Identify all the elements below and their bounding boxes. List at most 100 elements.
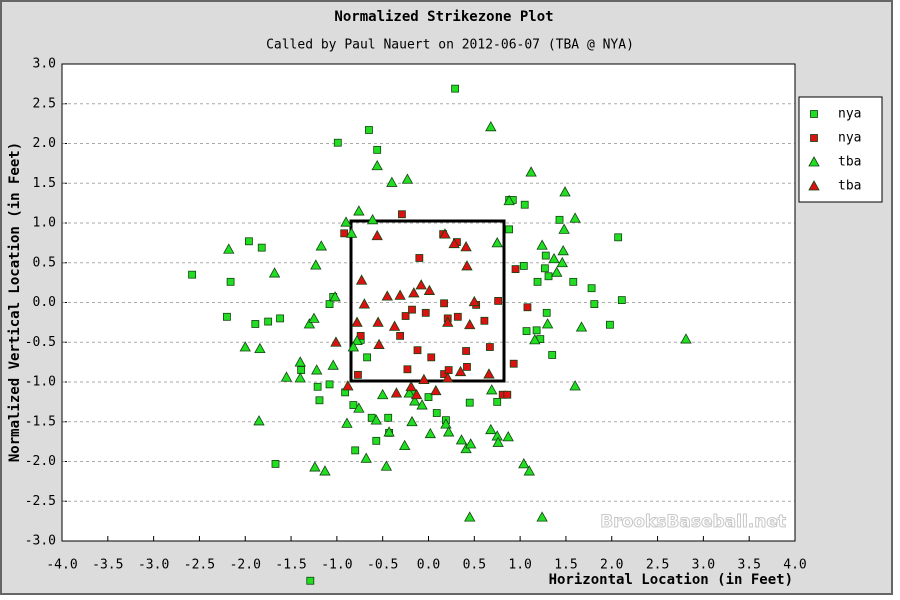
square-point [617,296,626,305]
square-point [532,326,541,335]
square-point [403,365,412,374]
triangle-point [329,291,341,302]
triangle-point [486,384,498,395]
square-point [451,84,459,93]
x-tick-label: -2.5 [184,558,215,573]
triangle-point [536,239,548,250]
square-point [465,398,474,407]
triangle-point [386,176,398,187]
square-point [349,401,358,409]
triangle-point [370,414,382,425]
y-tick-label: -2.0 [25,454,56,469]
square-point [333,138,342,147]
legend-label: tba [838,179,861,194]
x-tick-label: -1.0 [321,558,352,573]
square-point [463,362,471,371]
triangle-point [680,333,692,344]
triangle-point [536,511,548,522]
triangle-point [464,511,476,522]
triangle-point [309,461,321,472]
y-tick-label: 3.0 [33,57,56,72]
triangle-point [310,259,322,270]
legend-label: tba [838,155,861,170]
square-point [511,265,520,274]
triangle-point [492,436,504,447]
triangle-point [423,284,436,295]
square-point [401,312,410,320]
square-point [614,233,623,242]
legend-marker [810,110,818,118]
triangle-point [416,399,428,410]
triangle-point [525,166,537,177]
triangle-point [345,227,358,238]
legend-label: nya [838,131,861,146]
square-point [519,262,528,270]
triangle-point [406,415,418,427]
triangle-point [355,274,368,285]
square-point [365,126,373,134]
triangle-point [455,434,468,445]
square-point [245,237,253,246]
y-tick-label: -1.0 [25,375,56,390]
triangle-point [341,417,353,428]
triangle-point [294,356,306,367]
x-tick-label: 2.0 [600,558,623,573]
square-point [271,459,280,468]
y-tick-label: 0.5 [33,255,56,270]
triangle-point [442,316,454,327]
square-point [396,331,404,340]
square-point [494,297,503,305]
triangle-point [485,120,497,132]
triangle-point [253,415,265,426]
square-point [398,210,406,219]
triangle-point [294,372,306,383]
y-tick-label: -3.0 [25,534,56,549]
triangle-point [409,395,421,406]
x-tick-label: -0.5 [367,558,398,573]
triangle-point [353,402,365,413]
square-point [188,270,197,279]
x-tick-label: 0.5 [463,558,486,573]
triangle-point [559,186,571,197]
triangle-point [351,334,363,346]
triangle-point [388,320,401,331]
legend-marker [810,134,818,142]
square-point [523,303,532,312]
triangle-point [358,298,371,309]
triangle-point [360,452,372,463]
square-point [606,320,614,329]
square-point [505,225,514,234]
triangle-point [551,266,563,277]
triangle-point [440,418,452,429]
triangle-point [347,341,360,352]
x-tick-label: 3.0 [692,558,715,573]
triangle-point [239,341,251,352]
y-tick-label: 1.0 [33,216,56,231]
triangle-point [556,256,568,268]
triangle-point [342,380,354,391]
triangle-point [390,387,403,398]
square-point [306,576,315,585]
y-tick-label: 0.0 [33,295,56,310]
square-point [493,397,502,406]
x-tick-label: -2.0 [230,558,261,573]
triangle-point [439,228,451,239]
triangle-point [569,380,581,391]
triangle-point [442,426,455,437]
triangle-point [408,287,420,298]
triangle-point [468,295,480,307]
triangle-point [330,336,342,347]
triangle-point [398,439,411,451]
triangle-point [366,213,379,225]
triangle-point [268,267,281,278]
triangle-point [315,240,327,251]
y-tick-label: 2.0 [33,136,56,151]
legend-marker [808,156,820,167]
triangle-point [529,334,541,345]
square-point [413,346,422,355]
watermark: BrooksBaseball.net [600,512,786,532]
triangle-point [503,194,515,206]
square-point [540,264,549,273]
triangle-point [308,312,320,323]
square-point [541,251,550,260]
